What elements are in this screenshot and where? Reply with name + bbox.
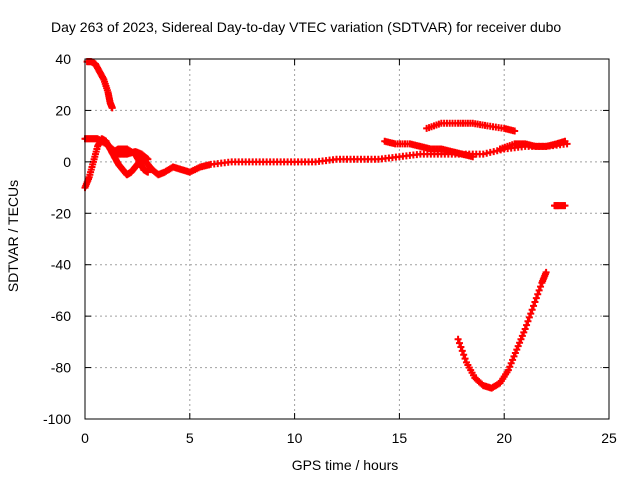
series-track-4 (110, 145, 152, 176)
data-point (535, 286, 543, 294)
data-point (458, 347, 466, 355)
y-tick-label: 20 (55, 102, 71, 118)
data-point (144, 155, 152, 163)
x-tick-label: 10 (287, 430, 303, 446)
x-tick-label: 20 (496, 430, 512, 446)
data-point (530, 302, 538, 310)
data-point (524, 317, 532, 325)
data-point (511, 127, 519, 135)
x-tick-label: 15 (392, 430, 408, 446)
data-point (532, 294, 540, 302)
data-point (108, 104, 116, 112)
data-point (531, 298, 539, 306)
y-tick-label: 40 (55, 51, 71, 67)
data-point (525, 313, 533, 321)
data-point (460, 351, 468, 359)
data-point (534, 290, 542, 298)
data-point (537, 283, 545, 291)
data-point (561, 137, 569, 145)
data-point (542, 268, 550, 276)
plot-frame (84, 58, 610, 420)
data-point (455, 339, 463, 347)
data-point (454, 335, 462, 343)
series-track-7 (496, 137, 569, 153)
data-point (469, 153, 477, 161)
data-series (81, 58, 571, 392)
data-point (527, 310, 535, 318)
series-track-6 (423, 119, 519, 135)
y-tick-label: -20 (51, 205, 71, 221)
y-tick-label: -60 (51, 308, 71, 324)
series-track-5 (381, 137, 477, 161)
y-axis-label: SDTVAR / TECUs (5, 179, 21, 293)
y-tick-label: -40 (51, 257, 71, 273)
x-tick-label: 5 (186, 430, 194, 446)
data-point (523, 321, 531, 329)
data-point (461, 355, 469, 363)
axis-ticks: 0 5 10 15 20 25 40 20 0 -20 -40 -60 -80 -100 (43, 51, 617, 446)
series-track-1 (83, 58, 116, 112)
data-point (528, 306, 536, 314)
chart-title: Day 263 of 2023, Sidereal Day-to-day VTE… (51, 19, 562, 35)
data-point (457, 343, 465, 351)
data-point (561, 202, 569, 210)
data-point (521, 325, 529, 333)
x-axis-label: GPS time / hours (291, 457, 399, 473)
grid (85, 59, 609, 419)
y-tick-label: 0 (63, 154, 71, 170)
series-track-8 (551, 202, 569, 210)
x-tick-label: 25 (601, 430, 617, 446)
x-tick-label: 0 (81, 430, 89, 446)
y-tick-label: -80 (51, 360, 71, 376)
y-tick-label: -100 (43, 411, 71, 427)
series-track-2 (81, 135, 571, 192)
data-point (144, 168, 152, 176)
series-track-9 (454, 268, 550, 392)
